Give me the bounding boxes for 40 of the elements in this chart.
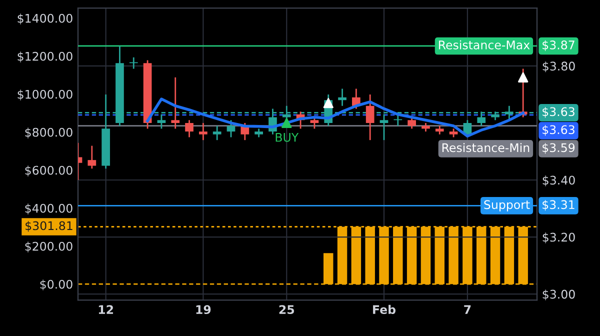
- x-tick-label: 12: [98, 305, 114, 314]
- candlestick: [408, 116, 416, 130]
- y-tick-label: $1200.00: [18, 52, 72, 62]
- y-tick-label: $800.00: [25, 128, 72, 138]
- y2-tick-label: $3.00: [542, 290, 575, 300]
- annotation: BUY: [276, 133, 299, 142]
- candlestick: [88, 145, 96, 170]
- x-tick-label: 25: [279, 305, 294, 314]
- candlestick: [129, 56, 138, 70]
- text: $3.31: [542, 200, 574, 211]
- point: [323, 98, 334, 108]
- candlestick: [171, 76, 180, 130]
- text: $3.63: [542, 107, 574, 118]
- x-tick-label: 7: [464, 305, 471, 314]
- y-tick-label: $0.00: [40, 280, 72, 290]
- candlestick: [366, 94, 374, 141]
- y-tick-label: $1400.00: [18, 14, 72, 24]
- y2-tick-label: $3.40: [542, 176, 575, 186]
- ref-line-label: Support: [484, 200, 530, 212]
- ref-line-label: $301.81: [26, 221, 72, 232]
- y-tick-label: $1000.00: [18, 90, 72, 100]
- point: [282, 118, 292, 128]
- candlestick: [212, 125, 222, 141]
- y2-tick-label: $3.80: [542, 61, 575, 72]
- x-tick-label: 19: [196, 305, 211, 314]
- candlestick: [226, 119, 236, 138]
- legend-label: Resistance-Min: [442, 143, 530, 152]
- y-tick-label: $200.00: [25, 242, 72, 252]
- candlestick: [185, 119, 194, 138]
- text: $3.63: [542, 125, 574, 136]
- text: $3.87: [542, 40, 574, 51]
- candlestick: [199, 122, 208, 141]
- y2-tick-label: $3.20: [542, 232, 575, 244]
- ref-line-label: Resistance-Max: [438, 40, 530, 50]
- point: [518, 72, 528, 82]
- text: $3.59: [542, 143, 575, 154]
- x-tick-label: Feb: [373, 304, 396, 314]
- y-tick-label: $600.00: [25, 166, 72, 176]
- candlestick: [310, 116, 319, 130]
- y-tick-label: $400.00: [25, 204, 72, 214]
